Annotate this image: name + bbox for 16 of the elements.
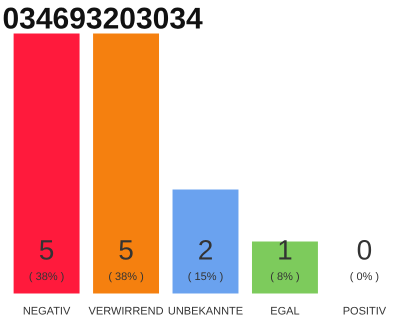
x-tick-label: POSITIV xyxy=(342,306,387,318)
annotation: ( 0% ) xyxy=(350,271,380,284)
x-tick-label: VERWIRREND xyxy=(88,306,164,318)
annotation: ( 38% ) xyxy=(28,271,64,284)
chart-title: 034693203034 xyxy=(2,2,204,36)
annotation: ( 8% ) xyxy=(270,271,300,284)
x-tick-label: UNBEKANNTE xyxy=(168,306,244,318)
annotation: ( 15% ) xyxy=(188,271,224,284)
x-tick-label: NEGATIV xyxy=(22,306,71,318)
data-label: 1 xyxy=(277,234,293,266)
annotation: ( 38% ) xyxy=(108,271,144,284)
data-label: 2 xyxy=(198,234,214,266)
data-label: 0 xyxy=(356,234,372,266)
x-tick-label: EGAL xyxy=(270,306,300,318)
data-label: 5 xyxy=(38,234,54,266)
data-label: 5 xyxy=(118,234,134,266)
